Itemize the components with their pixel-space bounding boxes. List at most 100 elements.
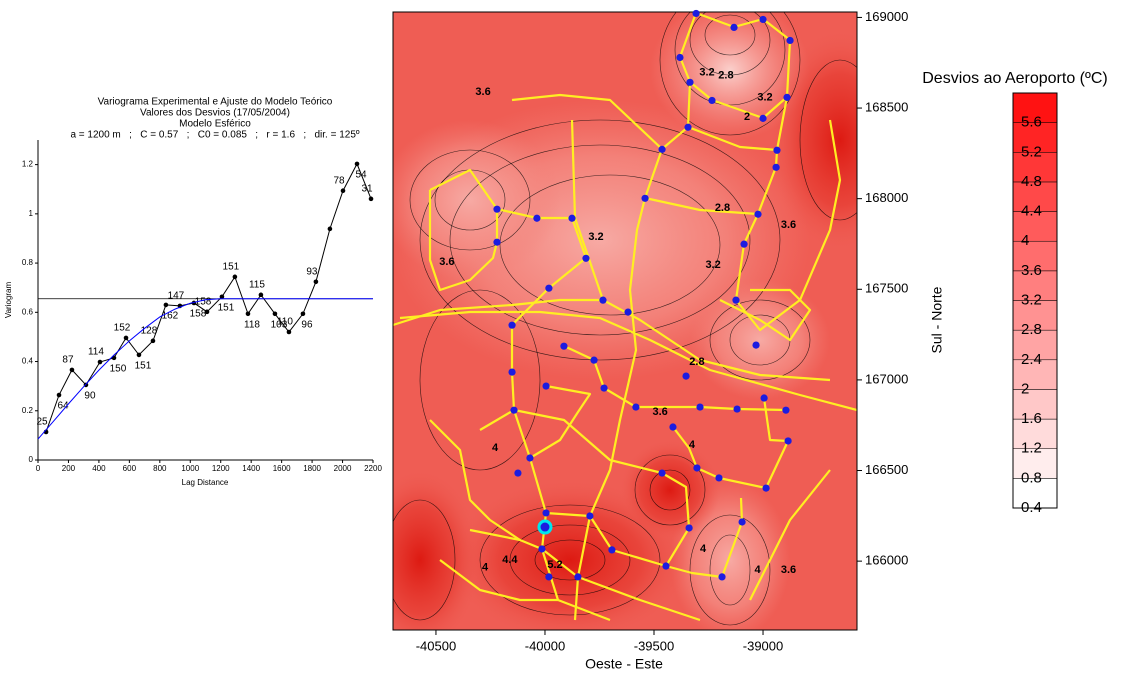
station — [658, 146, 665, 153]
station — [542, 509, 549, 516]
x-tick-label: 0 — [36, 464, 41, 473]
contour-label: 5.2 — [547, 559, 562, 571]
colorbar-label: 4.8 — [1021, 173, 1042, 190]
variogram-title: Variograma Experimental e Ajuste do Mode… — [98, 97, 333, 108]
pair-count: 128 — [141, 326, 158, 337]
figure: Variograma Experimental e Ajuste do Mode… — [0, 0, 1130, 677]
variogram-point — [301, 311, 306, 316]
variogram-point — [137, 353, 142, 358]
pair-count: 151 — [135, 361, 152, 372]
model-curve — [38, 299, 373, 439]
station — [773, 164, 780, 171]
variogram-point — [355, 162, 360, 167]
pair-count: 54 — [355, 170, 367, 181]
variogram-point — [57, 393, 62, 398]
variogram-point — [328, 227, 333, 232]
station — [542, 382, 549, 389]
pair-count: 158 — [190, 309, 207, 320]
station — [684, 124, 691, 131]
contour-label: 2 — [744, 111, 750, 123]
station — [693, 464, 700, 471]
station — [600, 384, 607, 391]
variogram-point — [98, 360, 103, 365]
contour-label: 3.2 — [705, 259, 720, 271]
colorbar-label: 2.4 — [1021, 351, 1042, 368]
pair-count: 110 — [277, 317, 293, 328]
station — [493, 239, 500, 246]
pair-count: 114 — [88, 347, 104, 358]
x-tick-label: 1200 — [212, 464, 230, 473]
pair-count: 93 — [306, 266, 318, 277]
variogram-point — [259, 293, 264, 298]
y-tick-label: 166000 — [865, 553, 908, 568]
station — [692, 10, 699, 17]
x-axis-label: Lag Distance — [182, 478, 229, 487]
colorbar-label: 5.6 — [1021, 114, 1042, 131]
station — [508, 322, 515, 329]
contour-label: 2.8 — [715, 202, 730, 214]
x-tick-label: 600 — [123, 464, 137, 473]
station — [754, 211, 761, 218]
contour-label: 4 — [700, 543, 707, 555]
station — [658, 469, 665, 476]
pair-count: 25 — [37, 417, 49, 428]
pair-count: 151 — [223, 262, 240, 273]
y-tick-label: 0.8 — [22, 258, 34, 267]
y-tick-label: 1.2 — [22, 160, 34, 169]
contour-label: 4 — [492, 442, 499, 454]
station — [686, 524, 693, 531]
station — [761, 394, 768, 401]
station — [526, 454, 533, 461]
variogram-point — [205, 310, 210, 315]
y-tick-label: 168000 — [865, 190, 908, 205]
station — [715, 474, 722, 481]
station — [545, 573, 552, 580]
x-tick-label: 400 — [92, 464, 106, 473]
contour-label: 4 — [482, 562, 489, 574]
station — [669, 423, 676, 430]
station — [783, 94, 790, 101]
contour-label: 3.2 — [699, 66, 714, 78]
y-tick-label: 1 — [29, 209, 34, 218]
station — [493, 206, 500, 213]
contour-label: 3.2 — [757, 91, 772, 103]
contour-label: 3.6 — [781, 564, 796, 576]
y-tick-label: 168500 — [865, 99, 908, 114]
station — [560, 343, 567, 350]
pair-count: 151 — [218, 302, 235, 313]
variogram-point — [246, 311, 251, 316]
station — [624, 309, 631, 316]
variogram-point — [314, 279, 319, 284]
x-tick-label: -40000 — [525, 638, 565, 653]
pair-count: 87 — [62, 355, 74, 366]
station — [574, 573, 581, 580]
x-tick-label: 1800 — [303, 464, 321, 473]
station — [708, 97, 715, 104]
variogram-point — [151, 339, 156, 344]
x-tick-label: 1000 — [181, 464, 199, 473]
station — [632, 403, 639, 410]
station — [599, 297, 606, 304]
station — [682, 372, 689, 379]
variogram-point — [273, 311, 278, 316]
x-tick-label: 1600 — [273, 464, 291, 473]
station — [510, 407, 517, 414]
contour-label: 3.6 — [475, 86, 490, 98]
station — [514, 469, 521, 476]
y-tick-label: 0.4 — [22, 357, 34, 366]
colorbar-label: 2 — [1021, 380, 1029, 397]
y-tick-label: 169000 — [865, 9, 908, 24]
variogram-point — [124, 336, 129, 341]
colorbar-label: 5.2 — [1021, 143, 1042, 160]
contour-label: 3.6 — [781, 219, 796, 231]
x-tick-label: -39000 — [743, 638, 783, 653]
station — [696, 403, 703, 410]
colorbar-label: 1.2 — [1021, 440, 1042, 457]
contour-label: 4.4 — [502, 554, 518, 566]
station — [608, 546, 615, 553]
station — [782, 407, 789, 414]
pair-count: 78 — [333, 175, 345, 186]
station — [508, 369, 515, 376]
colorbar-label: 1.6 — [1021, 410, 1042, 427]
y-tick-label: 166500 — [865, 462, 908, 477]
